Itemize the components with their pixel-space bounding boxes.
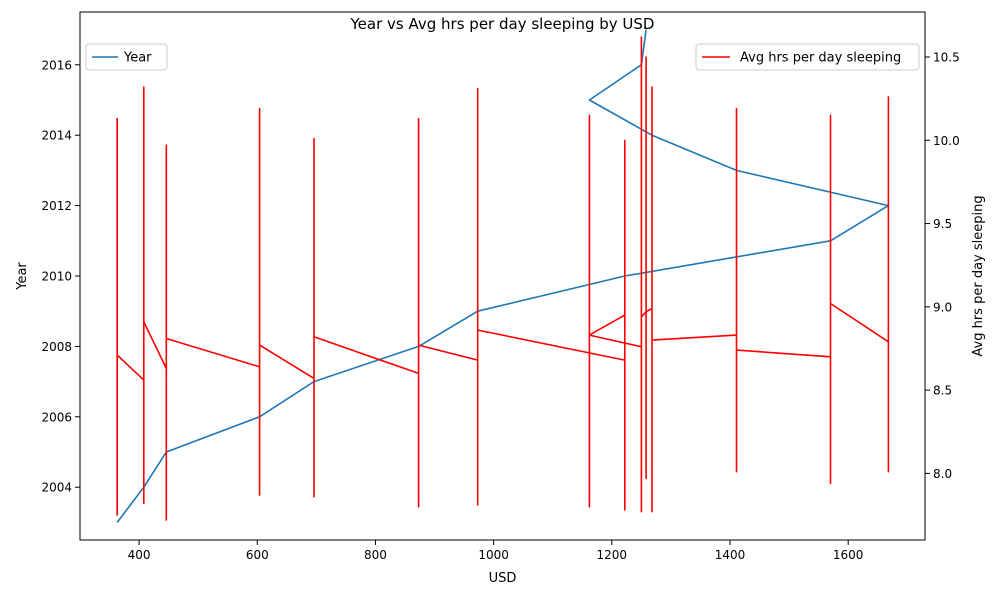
legend-right-label: Avg hrs per day sleeping (740, 51, 901, 66)
right-y-axis: 8.0 8.5 9.0 9.5 10.0 10.5 (925, 50, 960, 481)
x-axis-label: USD (489, 571, 517, 586)
left-tick-label: 2008 (41, 340, 72, 354)
legend-left-label: Year (123, 51, 152, 66)
right-tick-label: 8.0 (933, 467, 952, 481)
x-tick-label: 1600 (833, 548, 864, 562)
x-tick-label: 400 (128, 548, 151, 562)
year-series-line (116, 29, 890, 523)
series-layer (116, 29, 890, 523)
right-tick-label: 9.5 (933, 217, 952, 231)
left-tick-label: 2004 (41, 481, 72, 495)
x-tick-label: 600 (246, 548, 269, 562)
x-tick-label: 1000 (478, 548, 509, 562)
plot-frame (79, 11, 926, 541)
left-tick-label: 2006 (41, 410, 72, 424)
chart-title: Year vs Avg hrs per day sleeping by USD (350, 15, 655, 33)
left-axis-label: Year (15, 262, 30, 291)
sleep-series-line (116, 36, 890, 521)
right-tick-label: 10.0 (933, 134, 960, 148)
left-tick-label: 2014 (41, 129, 72, 143)
legend-left: Year (85, 43, 168, 71)
right-tick-label: 8.5 (933, 384, 952, 398)
left-tick-label: 2010 (41, 270, 72, 284)
legend-right: Avg hrs per day sleeping (695, 43, 920, 71)
legend-right-box (695, 43, 920, 71)
right-tick-label: 10.5 (933, 50, 960, 64)
x-tick-label: 1200 (597, 548, 628, 562)
x-axis: 400 600 800 1000 1200 1400 1600 (128, 540, 864, 562)
plot-area (116, 29, 890, 523)
right-axis-label: Avg hrs per day sleeping (971, 195, 986, 356)
x-tick-label: 1400 (715, 548, 746, 562)
left-y-axis: 2004 2006 2008 2010 2012 2014 2016 (41, 58, 80, 495)
x-tick-label: 800 (364, 548, 387, 562)
left-tick-label: 2016 (41, 58, 72, 72)
right-tick-label: 9.0 (933, 300, 952, 314)
left-tick-label: 2012 (41, 199, 72, 213)
legend-left-box (85, 43, 168, 71)
